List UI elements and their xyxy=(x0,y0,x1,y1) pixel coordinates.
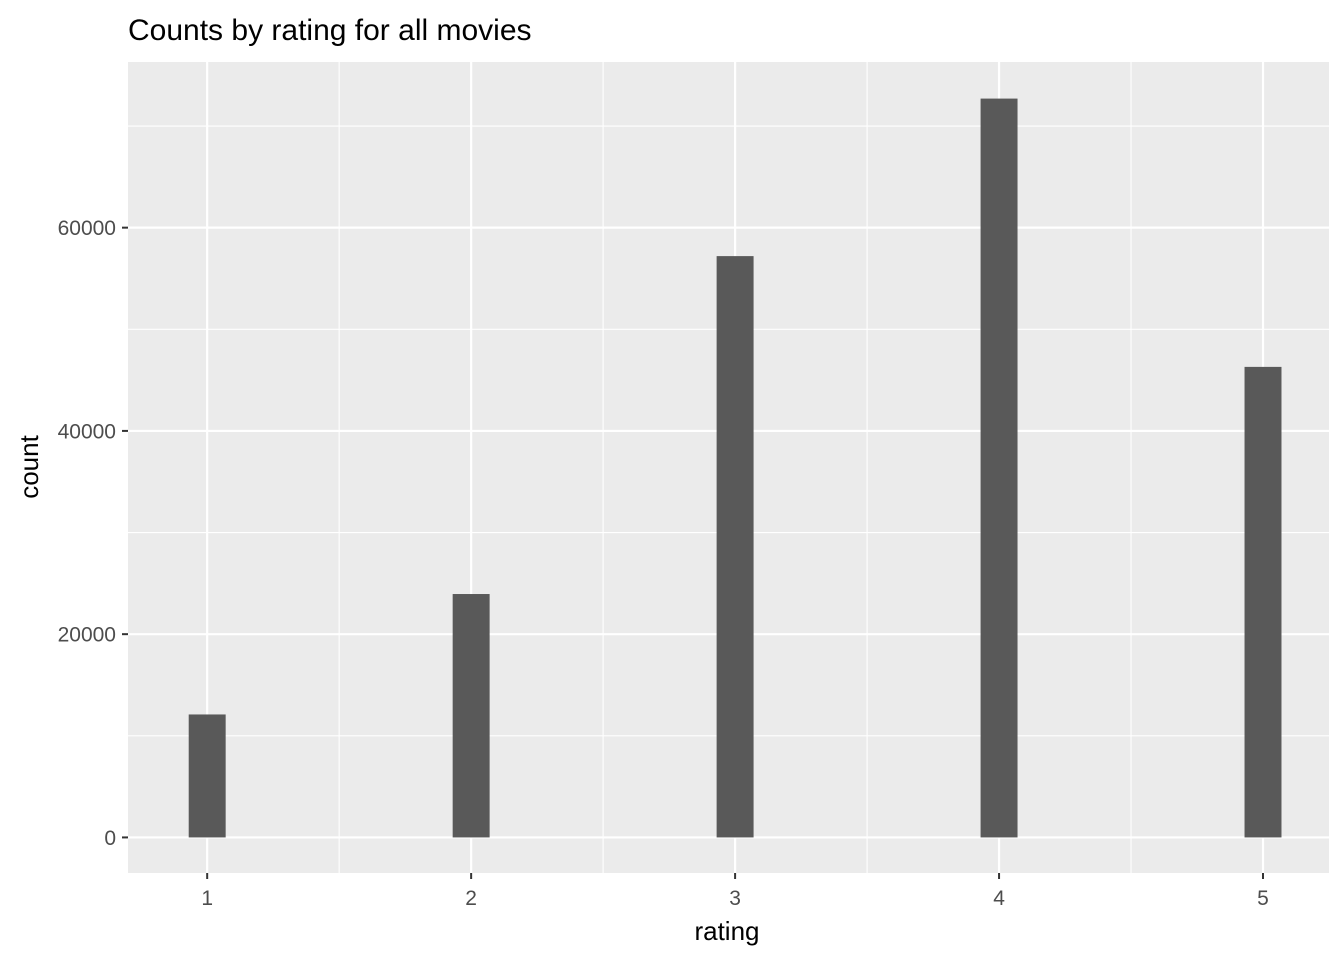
y-tick-label: 20000 xyxy=(58,624,116,647)
bar-rating-4 xyxy=(980,98,1018,838)
x-tick-label: 4 xyxy=(993,887,1005,910)
x-tick-label: 2 xyxy=(465,887,477,910)
bar-rating-1 xyxy=(188,714,226,838)
x-tick-label: 3 xyxy=(729,887,741,910)
bar-rating-3 xyxy=(716,256,754,838)
y-tick-label: 0 xyxy=(104,827,116,850)
x-tick-label: 5 xyxy=(1257,887,1269,910)
y-tick-label: 40000 xyxy=(58,420,116,443)
y-axis-title: count xyxy=(14,434,44,498)
x-axis-title: rating xyxy=(694,916,759,946)
bars xyxy=(188,98,1282,838)
bar-rating-5 xyxy=(1244,366,1282,838)
chart-title: Counts by rating for all movies xyxy=(128,14,532,47)
bar-rating-2 xyxy=(452,594,490,838)
y-axis: 0 20000 40000 60000 xyxy=(58,217,128,850)
y-tick-label: 60000 xyxy=(58,217,116,240)
x-axis: 1 2 3 4 5 xyxy=(201,873,1269,910)
x-tick-label: 1 xyxy=(201,887,213,910)
